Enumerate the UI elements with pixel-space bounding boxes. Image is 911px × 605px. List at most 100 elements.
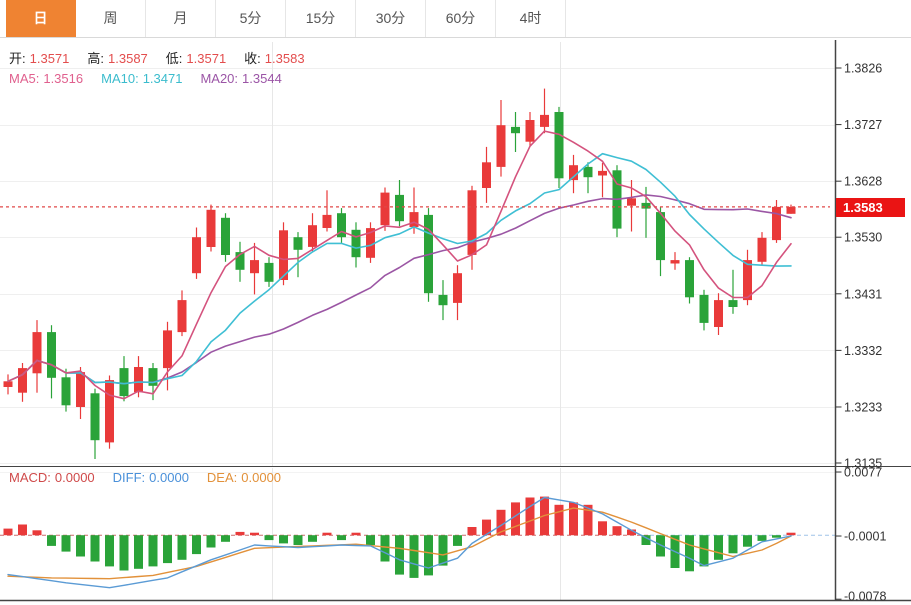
candle-body <box>177 300 187 333</box>
ma5-label: MA5: <box>9 71 40 86</box>
ohlc-info-row: 开: 1.3571 高: 1.3587 低: 1.3571 收: 1.3583 <box>9 48 309 67</box>
macd-bar <box>772 535 781 538</box>
candle-body <box>105 380 114 443</box>
candle-body <box>627 198 636 206</box>
candle-body <box>61 377 71 406</box>
tab-interval-0[interactable]: 日 <box>6 0 76 37</box>
close-value: 1.3583 <box>264 51 305 66</box>
candle-body <box>32 332 42 374</box>
dea-line <box>7 507 792 580</box>
candle-body <box>583 166 593 178</box>
macd-bar <box>206 535 216 548</box>
candle-body <box>772 206 781 241</box>
macd-bar <box>699 535 709 567</box>
price-axis-label: 1.3628 <box>844 175 882 189</box>
candle-body <box>351 229 361 258</box>
candle-body <box>525 120 535 142</box>
macd-bar <box>685 535 694 572</box>
candle-body <box>699 294 709 323</box>
macd-bar <box>61 535 71 552</box>
macd-bar <box>308 535 317 542</box>
candle-body <box>206 209 216 247</box>
candle-body <box>235 252 245 270</box>
candle-body <box>134 367 143 393</box>
candle-body <box>496 125 506 167</box>
price-axis-label: 1.3530 <box>844 231 882 245</box>
macd-bar <box>554 504 564 536</box>
macd-bar <box>105 535 114 567</box>
tab-interval-3[interactable]: 5分 <box>216 0 286 37</box>
tab-interval-2[interactable]: 月 <box>146 0 216 37</box>
candle-body <box>656 212 665 261</box>
candle-body <box>438 294 448 306</box>
ma5-line <box>7 130 792 400</box>
low-label: 低: <box>165 51 183 66</box>
macd-bar <box>395 535 404 575</box>
diff-line <box>7 496 792 589</box>
macd-bar <box>250 532 259 536</box>
macd-bar <box>641 535 651 545</box>
candle-body <box>119 368 129 397</box>
macd-label: MACD: <box>9 470 51 485</box>
tab-interval-5[interactable]: 30分 <box>356 0 426 37</box>
macd-bar <box>786 532 796 536</box>
candle-body <box>786 206 796 214</box>
macd-bar <box>511 502 520 536</box>
candle-body <box>685 260 694 298</box>
macd-bar <box>76 535 85 557</box>
macd-bar <box>627 529 636 536</box>
close-label: 收: <box>244 51 261 66</box>
macd-bar <box>583 504 593 536</box>
tab-interval-1[interactable]: 周 <box>76 0 146 37</box>
macd-bar <box>424 535 433 576</box>
macd-bar <box>598 521 607 536</box>
tab-interval-6[interactable]: 60分 <box>426 0 496 37</box>
candle-body <box>511 126 520 134</box>
candle-body <box>90 393 100 441</box>
open-value: 1.3571 <box>29 51 70 66</box>
ma10-value: 1.3471 <box>142 71 183 86</box>
macd-bar <box>409 535 419 578</box>
candle-body <box>264 262 274 282</box>
tab-interval-7[interactable]: 4时 <box>496 0 566 37</box>
macd-bar <box>221 535 230 542</box>
macd-bar <box>3 528 13 536</box>
diff-label: DIFF: <box>112 470 146 485</box>
macd-bar <box>728 535 738 554</box>
candle-body <box>598 170 607 176</box>
macd-histogram <box>3 496 796 578</box>
candle-body <box>366 228 375 258</box>
macd-bar <box>351 532 361 536</box>
macd-bar <box>612 526 622 536</box>
candle-body <box>728 300 738 307</box>
candle-body <box>148 368 158 386</box>
candle-body <box>540 114 549 127</box>
macd-bar <box>47 535 56 546</box>
candle-body <box>3 381 13 387</box>
price-axis-label: 1.3135 <box>844 457 882 471</box>
candle-body <box>641 202 651 209</box>
tab-interval-4[interactable]: 15分 <box>286 0 356 37</box>
price-axis-label: 1.3332 <box>844 344 882 358</box>
candle-body <box>467 190 477 255</box>
candle-body <box>409 212 419 227</box>
macd-bar <box>163 535 172 564</box>
candle-body <box>308 225 317 247</box>
high-value: 1.3587 <box>108 51 148 66</box>
ma-info-row: MA5: 1.3516 MA10: 1.3471 MA20: 1.3544 <box>9 71 286 86</box>
candle-body <box>18 368 27 393</box>
dea-value: 0.0000 <box>241 470 282 485</box>
diff-value: 0.0000 <box>149 470 189 485</box>
interval-tabbar: 日周月 5分 15分 30分 60分 4时 <box>0 0 911 38</box>
macd-info-row: MACD: 0.0000 DIFF: 0.0000 DEA: 0.0000 <box>9 470 285 485</box>
candle-body <box>337 213 346 238</box>
candle-body <box>47 332 56 378</box>
macd-bar <box>525 497 535 536</box>
macd-bar <box>134 535 143 569</box>
candle-body <box>757 237 767 262</box>
macd-bar <box>322 532 332 536</box>
macd-bar <box>18 524 27 536</box>
macd-bar <box>32 530 42 536</box>
macd-bar <box>90 535 100 562</box>
